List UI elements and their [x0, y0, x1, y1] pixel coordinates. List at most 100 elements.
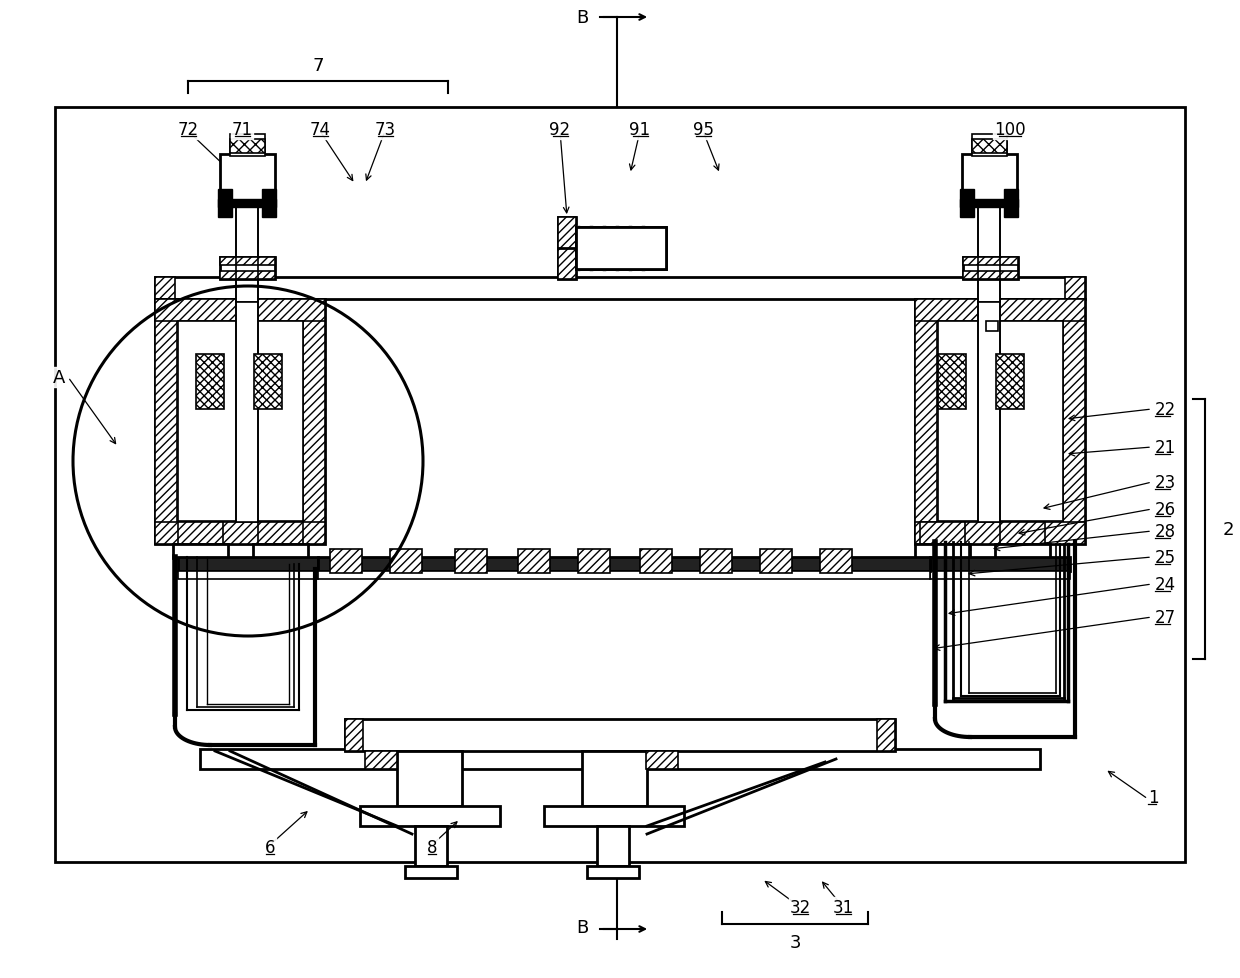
Text: 74: 74	[310, 121, 331, 139]
Bar	[174, 545, 228, 558]
Bar	[391, 550, 422, 573]
Bar	[317, 571, 930, 579]
Bar	[219, 272, 275, 280]
Bar	[155, 522, 325, 545]
Text: 23: 23	[1154, 473, 1177, 492]
Text: 95: 95	[692, 121, 713, 139]
Bar	[994, 545, 1050, 558]
Text: 91: 91	[630, 121, 651, 139]
Bar	[999, 522, 1045, 545]
Bar	[196, 355, 224, 410]
Bar	[229, 140, 265, 154]
Bar	[1063, 299, 1085, 545]
Text: 72: 72	[177, 121, 198, 139]
Text: 22: 22	[1154, 401, 1177, 419]
Bar	[877, 719, 895, 751]
Bar	[317, 557, 930, 571]
Bar	[930, 557, 1070, 571]
Bar	[577, 228, 666, 270]
Bar	[236, 302, 258, 522]
Text: B: B	[575, 918, 588, 936]
Bar	[219, 258, 275, 280]
Bar	[930, 571, 1070, 579]
Bar	[155, 299, 325, 322]
Text: 31: 31	[832, 898, 853, 916]
Bar	[587, 867, 639, 878]
Text: 100: 100	[994, 121, 1025, 139]
Bar	[345, 719, 363, 751]
Bar	[415, 826, 446, 867]
Bar	[978, 157, 999, 302]
Bar	[179, 322, 303, 521]
Bar	[219, 258, 275, 266]
Bar	[577, 228, 666, 270]
Bar	[640, 550, 672, 573]
Bar	[1004, 190, 1018, 218]
Bar	[179, 557, 317, 571]
Bar	[915, 299, 1085, 322]
Bar	[455, 550, 487, 573]
Bar	[218, 190, 232, 218]
Bar	[820, 550, 852, 573]
Bar	[996, 355, 1024, 410]
Bar	[330, 550, 362, 573]
Bar	[937, 322, 1063, 521]
Bar	[582, 751, 647, 806]
Bar	[365, 751, 397, 770]
Text: 92: 92	[549, 121, 570, 139]
Bar	[960, 190, 973, 218]
Bar	[596, 826, 629, 867]
Bar	[360, 806, 500, 826]
Text: 21: 21	[1154, 438, 1177, 457]
Bar	[558, 218, 577, 280]
Bar	[253, 545, 308, 558]
Bar	[345, 719, 895, 751]
Bar	[55, 108, 1185, 863]
Bar	[544, 806, 684, 826]
Bar	[986, 322, 998, 332]
Bar	[960, 200, 1018, 207]
Bar	[978, 302, 999, 522]
Bar	[915, 522, 1085, 545]
Text: 32: 32	[790, 898, 811, 916]
Bar	[963, 272, 1018, 280]
Text: A: A	[52, 369, 64, 386]
Bar	[236, 157, 258, 302]
Bar	[258, 522, 303, 545]
Text: 71: 71	[232, 121, 253, 139]
Bar	[963, 258, 1018, 280]
Text: 26: 26	[1154, 501, 1176, 518]
Text: B: B	[575, 9, 588, 27]
Bar	[155, 299, 177, 545]
Bar	[701, 550, 732, 573]
Bar	[963, 258, 1018, 266]
Bar	[254, 355, 281, 410]
Bar	[915, 299, 1085, 545]
Bar	[972, 135, 1007, 156]
Bar	[405, 867, 458, 878]
Bar	[962, 155, 1017, 204]
Bar	[218, 200, 277, 207]
Text: 25: 25	[1154, 549, 1176, 566]
Text: 8: 8	[427, 838, 438, 856]
Bar	[1065, 278, 1085, 299]
Bar	[578, 550, 610, 573]
Text: 7: 7	[312, 57, 324, 75]
Text: 1: 1	[1148, 788, 1158, 806]
Bar	[972, 140, 1007, 154]
Bar	[518, 550, 551, 573]
Bar	[219, 155, 275, 204]
Bar	[397, 751, 463, 806]
Bar	[155, 278, 175, 299]
Bar	[937, 355, 966, 410]
Bar	[915, 545, 970, 558]
Bar	[262, 190, 277, 218]
Bar	[920, 522, 965, 545]
Text: 2: 2	[1223, 520, 1235, 539]
Bar	[229, 135, 265, 156]
Bar	[200, 749, 1040, 770]
Bar	[155, 278, 1085, 299]
Text: 3: 3	[789, 933, 801, 951]
Bar	[155, 299, 325, 545]
Bar	[303, 299, 325, 545]
